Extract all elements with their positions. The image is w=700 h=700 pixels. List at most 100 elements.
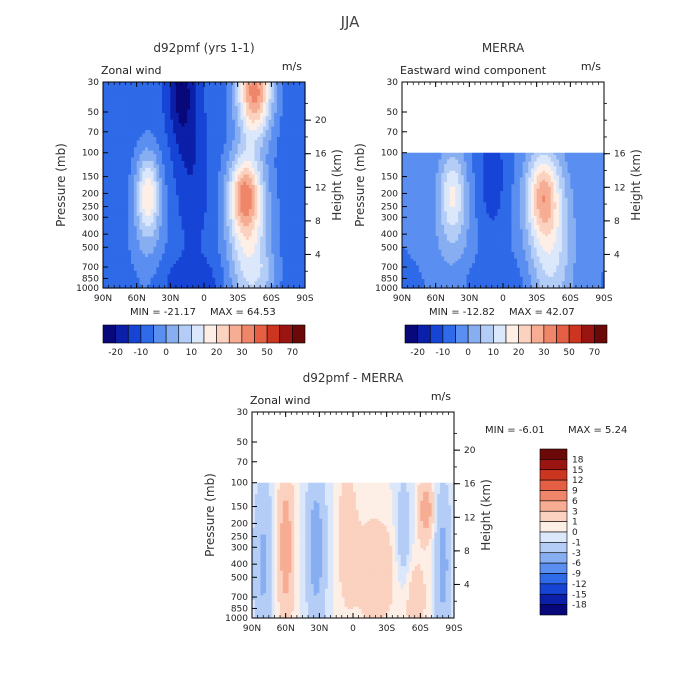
heatmap-cell — [184, 277, 188, 282]
heatmap-cell — [147, 281, 152, 286]
heatmap-cell — [184, 222, 188, 227]
heatmap-cell — [218, 157, 222, 162]
heatmap-cell — [248, 164, 253, 169]
heatmap-cell — [136, 171, 141, 176]
heatmap-cell — [246, 92, 250, 97]
heatmap-cell — [564, 154, 569, 158]
heatmap-cell — [195, 133, 199, 138]
heatmap-cell — [536, 154, 541, 158]
heatmap-cell — [139, 270, 143, 275]
heatmap-cell — [268, 92, 272, 97]
heatmap-cell — [251, 99, 256, 104]
heatmap-cell — [296, 219, 300, 224]
heatmap-cell — [220, 260, 225, 265]
heatmap-cell — [279, 147, 284, 152]
heatmap-cell — [463, 161, 468, 165]
heatmap-cell — [302, 181, 306, 186]
heatmap-cell — [497, 159, 501, 163]
heatmap-cell — [153, 267, 157, 272]
heatmap-cell — [285, 284, 289, 289]
heatmap-cell — [139, 119, 143, 124]
heatmap-cell — [209, 157, 214, 162]
heatmap-cell — [248, 277, 253, 282]
heatmap-cell — [282, 133, 286, 138]
heatmap-cell — [220, 195, 225, 200]
heatmap-cell — [167, 185, 171, 190]
heatmap-cell — [220, 130, 225, 135]
heatmap-cell — [282, 95, 286, 100]
heatmap-cell — [204, 126, 208, 131]
heatmap-cell — [142, 109, 146, 114]
heatmap-cell — [285, 147, 289, 152]
heatmap-cell — [114, 195, 118, 200]
heatmap-cell — [293, 178, 298, 183]
heatmap-cell — [108, 171, 113, 176]
heatmap-cell — [195, 284, 199, 289]
heatmap-cell — [119, 174, 124, 179]
heatmap-cell — [136, 281, 141, 286]
heatmap-cell — [181, 140, 185, 145]
heatmap-cell — [111, 99, 115, 104]
heatmap-cell — [153, 284, 157, 289]
heatmap-cell — [279, 171, 284, 176]
heatmap-cell — [201, 112, 205, 117]
heatmap-cell — [181, 202, 185, 207]
heatmap-cell — [159, 185, 163, 190]
heatmap-cell — [254, 82, 258, 87]
heatmap-cell — [175, 126, 180, 131]
heatmap-cell — [293, 270, 298, 275]
heatmap-cell — [248, 150, 253, 155]
heatmap-cell — [209, 160, 214, 165]
heatmap-cell — [204, 95, 208, 100]
heatmap-cell — [114, 174, 118, 179]
heatmap-cell — [290, 136, 295, 141]
heatmap-cell — [159, 212, 163, 217]
heatmap-cell — [232, 174, 236, 179]
heatmap-cell — [226, 123, 230, 128]
heatmap-cell — [279, 150, 284, 155]
heatmap-cell — [293, 281, 298, 286]
heatmap-cell — [302, 188, 306, 193]
heatmap-cell — [133, 229, 138, 234]
heatmap-cell — [218, 92, 222, 97]
heatmap-cell — [103, 160, 107, 165]
heatmap-cell — [246, 270, 250, 275]
heatmap-cell — [114, 253, 118, 258]
heatmap-cell — [125, 270, 129, 275]
heatmap-cell — [299, 88, 303, 93]
heatmap-cell — [243, 270, 247, 275]
heatmap-cell — [293, 198, 298, 203]
heatmap-cell — [117, 143, 121, 148]
heatmap-cell — [131, 277, 135, 282]
heatmap-cell — [243, 253, 247, 258]
heatmap-cell — [184, 212, 188, 217]
heatmap-cell — [274, 147, 278, 152]
heatmap-cell — [240, 233, 244, 238]
heatmap-cell — [111, 123, 115, 128]
heatmap-cell — [240, 250, 244, 255]
heatmap-cell — [223, 226, 228, 231]
heatmap-cell — [167, 188, 171, 193]
heatmap-cell — [271, 270, 275, 275]
heatmap-cell — [184, 82, 188, 87]
heatmap-cell — [262, 260, 267, 265]
heatmap-cell — [302, 267, 306, 272]
heatmap-cell — [404, 166, 409, 170]
heatmap-cell — [234, 263, 239, 268]
heatmap-cell — [438, 166, 442, 170]
heatmap-cell — [119, 82, 124, 87]
heatmap-cell — [189, 233, 194, 238]
heatmap-cell — [251, 171, 256, 176]
heatmap-cell — [469, 166, 473, 170]
heatmap-cell — [153, 257, 157, 262]
heatmap-cell — [257, 82, 261, 87]
heatmap-cell — [290, 195, 295, 200]
heatmap-cell — [117, 236, 121, 241]
heatmap-cell — [215, 102, 219, 107]
heatmap-cell — [486, 159, 490, 163]
heatmap-cell — [232, 123, 236, 128]
heatmap-cell — [153, 202, 157, 207]
heatmap-cell — [299, 233, 303, 238]
heatmap-cell — [274, 198, 278, 203]
heatmap-cell — [223, 229, 228, 234]
